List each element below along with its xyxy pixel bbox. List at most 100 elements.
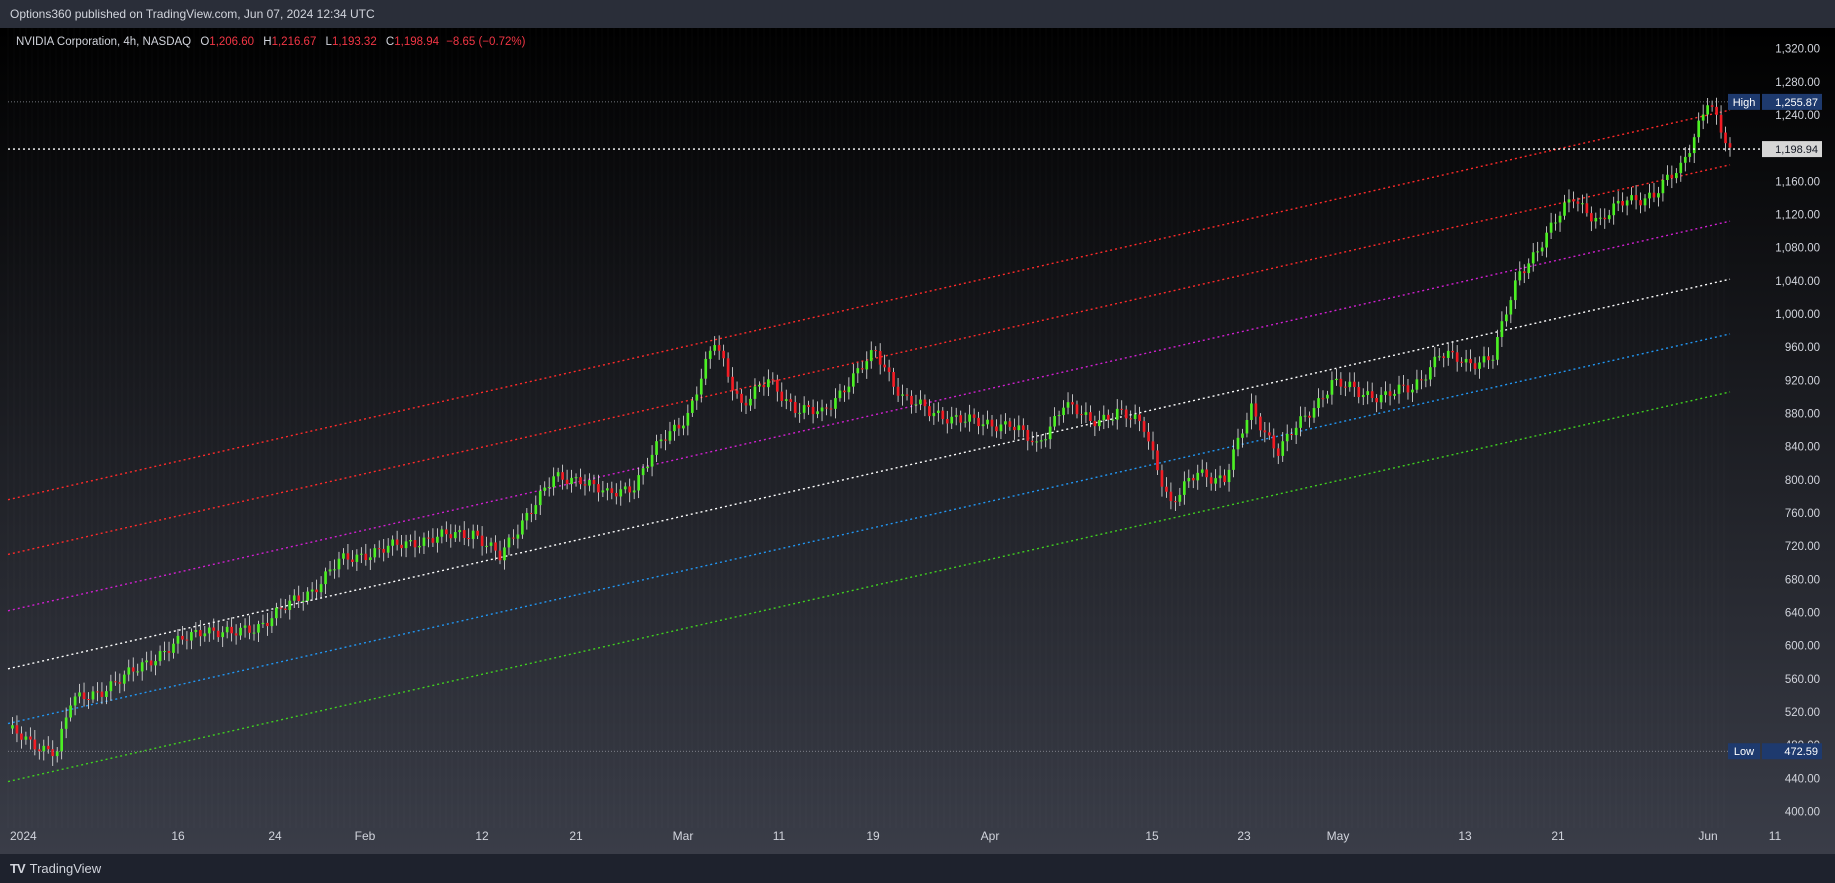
candle-body: [1160, 470, 1164, 487]
candle-body: [158, 651, 162, 662]
candle-body: [64, 717, 68, 729]
candle-body: [221, 632, 225, 638]
candle-body: [1057, 415, 1061, 417]
candle-body: [391, 539, 394, 546]
candle-body: [1053, 416, 1056, 427]
y-tick-label: 840.00: [1785, 442, 1820, 454]
candle-body: [829, 408, 833, 410]
candle-body: [869, 350, 873, 362]
candle-body: [1013, 426, 1016, 431]
candle-body: [351, 559, 354, 562]
candle-body: [583, 484, 587, 486]
tradingview-logo[interactable]: TV TradingView: [10, 854, 101, 883]
candle-body: [749, 398, 752, 406]
candle-body: [431, 538, 435, 543]
candle-body: [655, 441, 658, 455]
candle-body: [1209, 477, 1213, 484]
candle-body: [1415, 379, 1419, 390]
candle-body: [1129, 418, 1132, 420]
candle-body: [1536, 251, 1540, 253]
candle-body: [69, 705, 72, 718]
candle-body: [1317, 398, 1320, 409]
x-tick-label: 12: [475, 829, 489, 843]
candle-body: [96, 691, 99, 693]
candle-body: [149, 660, 153, 666]
chart-area[interactable]: 400.00440.00480.00520.00560.00600.00640.…: [0, 28, 1835, 854]
x-tick-label: 16: [171, 829, 185, 843]
candle-body: [131, 667, 135, 672]
y-tick-label: 1,240.00: [1775, 110, 1820, 122]
candle-body: [476, 530, 479, 536]
candle-body: [1357, 387, 1361, 398]
candle-body: [1294, 427, 1298, 436]
candle-body: [664, 439, 667, 441]
candle-body: [1084, 412, 1088, 415]
price-markers: [8, 101, 1760, 752]
candle-body: [1348, 381, 1352, 388]
candle-body: [1527, 263, 1531, 274]
candle-body: [1402, 384, 1405, 386]
x-tick-label: 15: [1145, 829, 1159, 843]
x-tick-label: Jun: [1698, 829, 1717, 843]
channel-line-blue: [7, 333, 1731, 725]
candle-body: [731, 376, 734, 391]
candle-body: [122, 674, 126, 684]
candle-body: [1607, 215, 1611, 220]
candle-body: [932, 413, 936, 417]
candle-body: [1004, 421, 1007, 425]
x-tick-label: 11: [1769, 829, 1782, 843]
candle-body: [1182, 481, 1186, 495]
candle-body: [570, 477, 573, 484]
candle-body: [409, 540, 412, 542]
candlesticks: [11, 97, 1732, 766]
y-tick-label: 400.00: [1785, 806, 1820, 818]
candle-body: [1259, 416, 1262, 431]
y-tick-label: 560.00: [1785, 674, 1820, 686]
candle-body: [1594, 217, 1598, 222]
candle-body: [682, 425, 685, 429]
candle-body: [516, 534, 520, 539]
candle-body: [239, 627, 242, 636]
candle-body: [1276, 448, 1280, 456]
candle-body: [1379, 394, 1383, 403]
candle-body: [1598, 217, 1602, 219]
time-axis[interactable]: 2024 16 24 Feb 12 21 Mar 11 19 Apr 15 23 May 13 21 Jun 1…: [10, 829, 1782, 843]
candle-body: [145, 660, 148, 663]
candle-body: [954, 415, 958, 417]
y-tick-label: 1,120.00: [1775, 210, 1820, 222]
candle-body: [1339, 378, 1343, 387]
candle-body: [386, 545, 390, 553]
candle-body: [1540, 247, 1544, 252]
candle-body: [172, 643, 175, 653]
candle-body: [1648, 192, 1651, 199]
candle-body: [453, 532, 457, 539]
candle-body: [1487, 356, 1490, 361]
candle-body: [1674, 173, 1678, 179]
candle-body: [1080, 414, 1083, 416]
candle-body: [11, 725, 14, 729]
candle-body: [735, 390, 739, 394]
candle-body: [73, 696, 77, 706]
candle-body: [1657, 193, 1660, 198]
candle-body: [1200, 469, 1204, 473]
candle-body: [1496, 337, 1499, 360]
price-chart[interactable]: 400.00440.00480.00520.00560.00600.00640.…: [0, 28, 1835, 854]
candle-body: [1361, 394, 1365, 398]
y-tick-label: 1,320.00: [1775, 44, 1820, 56]
candle-body: [109, 681, 113, 692]
candle-body: [521, 520, 524, 535]
candle-body: [775, 379, 779, 392]
candle-body: [547, 487, 551, 489]
candle-body: [100, 691, 104, 697]
price-axis[interactable]: 400.00440.00480.00520.00560.00600.00640.…: [1728, 44, 1822, 819]
y-tick-label: 760.00: [1785, 508, 1820, 520]
candle-body: [288, 600, 292, 610]
candle-body: [892, 372, 895, 387]
candle-body: [212, 627, 216, 631]
candle-body: [1241, 433, 1244, 438]
candle-body: [1218, 475, 1222, 479]
candle-body: [825, 407, 828, 409]
candle-body: [699, 378, 703, 395]
candle-body: [1719, 114, 1723, 133]
candle-body: [1581, 203, 1584, 205]
